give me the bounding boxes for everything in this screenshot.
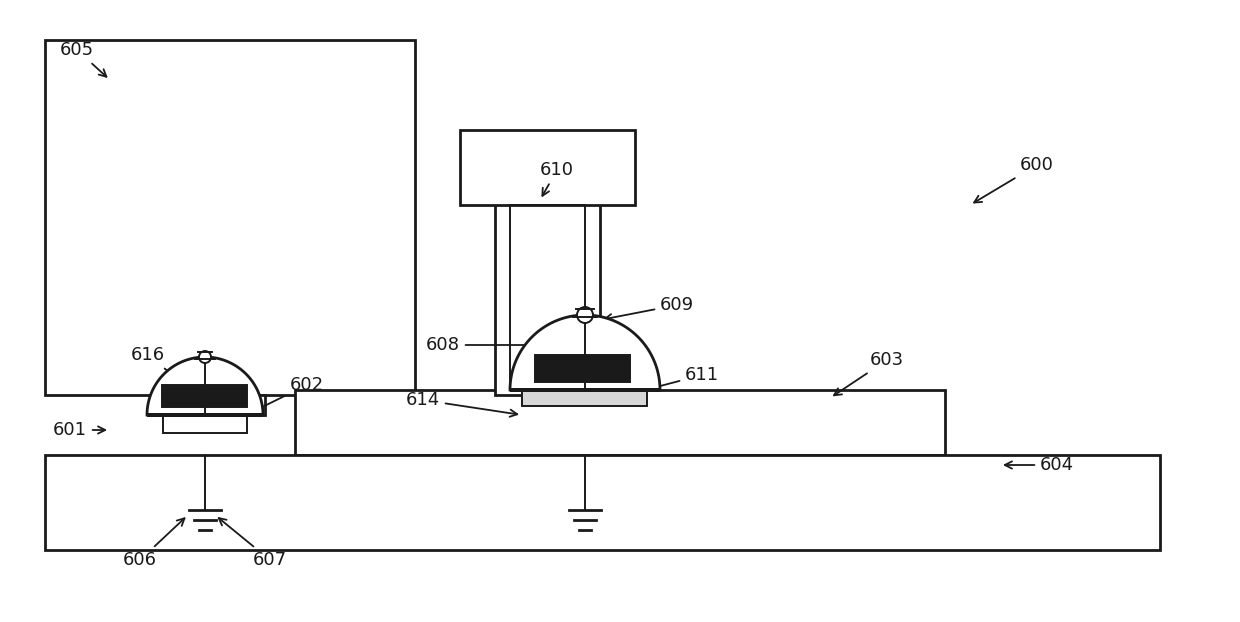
Circle shape bbox=[198, 351, 211, 363]
Text: 602: 602 bbox=[254, 376, 324, 411]
Bar bbox=[534, 355, 630, 382]
Text: 606: 606 bbox=[123, 518, 185, 569]
Bar bbox=[162, 385, 247, 407]
Text: 614: 614 bbox=[405, 391, 517, 417]
Text: 611: 611 bbox=[650, 366, 719, 391]
Circle shape bbox=[577, 307, 593, 323]
Bar bbox=[460, 130, 635, 205]
Text: 609: 609 bbox=[605, 296, 694, 321]
Bar bbox=[45, 40, 415, 395]
Bar bbox=[295, 390, 945, 455]
Polygon shape bbox=[510, 315, 660, 390]
Bar bbox=[522, 388, 647, 406]
Text: 605: 605 bbox=[60, 41, 107, 77]
Text: 608: 608 bbox=[427, 336, 541, 354]
Text: 616: 616 bbox=[131, 346, 181, 382]
Text: 610: 610 bbox=[539, 161, 574, 196]
Text: 601: 601 bbox=[53, 421, 105, 439]
Polygon shape bbox=[148, 357, 263, 415]
Bar bbox=[45, 455, 1159, 550]
Bar bbox=[155, 395, 265, 415]
Bar bbox=[162, 413, 247, 433]
Text: 607: 607 bbox=[218, 518, 288, 569]
Text: 603: 603 bbox=[835, 351, 904, 396]
Bar bbox=[495, 195, 600, 395]
Text: 600: 600 bbox=[975, 156, 1054, 203]
Text: 604: 604 bbox=[1004, 456, 1074, 474]
